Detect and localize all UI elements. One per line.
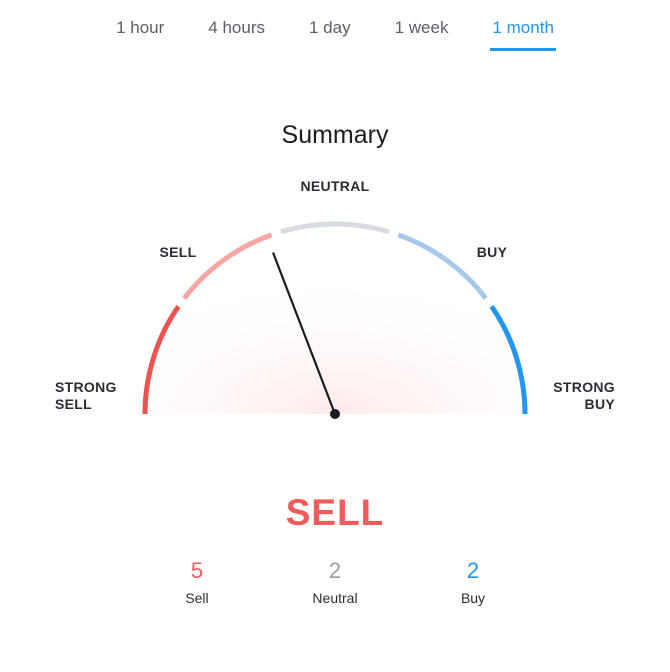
tab-1-month[interactable]: 1 month (490, 12, 555, 51)
gauge-svg (105, 184, 565, 444)
count-sell-value: 5 (167, 558, 227, 584)
count-neutral-label: Neutral (305, 590, 365, 606)
counts-row: 5 Sell 2 Neutral 2 Buy (0, 558, 670, 606)
summary-title: Summary (0, 121, 670, 150)
count-buy-value: 2 (443, 558, 503, 584)
gauge-chart: STRONGSELL SELL NEUTRAL BUY STRONGBUY (55, 184, 615, 464)
count-neutral-value: 2 (305, 558, 365, 584)
count-buy-label: Buy (443, 590, 503, 606)
verdict-text: SELL (0, 492, 670, 534)
gauge-label-sell: SELL (153, 244, 203, 261)
gauge-label-strong-sell: STRONGSELL (55, 379, 125, 413)
gauge-label-strong-buy: STRONGBUY (545, 379, 615, 413)
count-sell-label: Sell (167, 590, 227, 606)
tab-4-hours[interactable]: 4 hours (206, 12, 267, 51)
tab-1-day[interactable]: 1 day (307, 12, 353, 51)
tab-1-hour[interactable]: 1 hour (114, 12, 166, 51)
tab-1-week[interactable]: 1 week (393, 12, 451, 51)
count-buy: 2 Buy (443, 558, 503, 606)
timeframe-tabs: 1 hour 4 hours 1 day 1 week 1 month (0, 8, 670, 51)
count-sell: 5 Sell (167, 558, 227, 606)
count-neutral: 2 Neutral (305, 558, 365, 606)
gauge-label-neutral: NEUTRAL (290, 178, 380, 195)
gauge-label-buy: BUY (467, 244, 517, 261)
